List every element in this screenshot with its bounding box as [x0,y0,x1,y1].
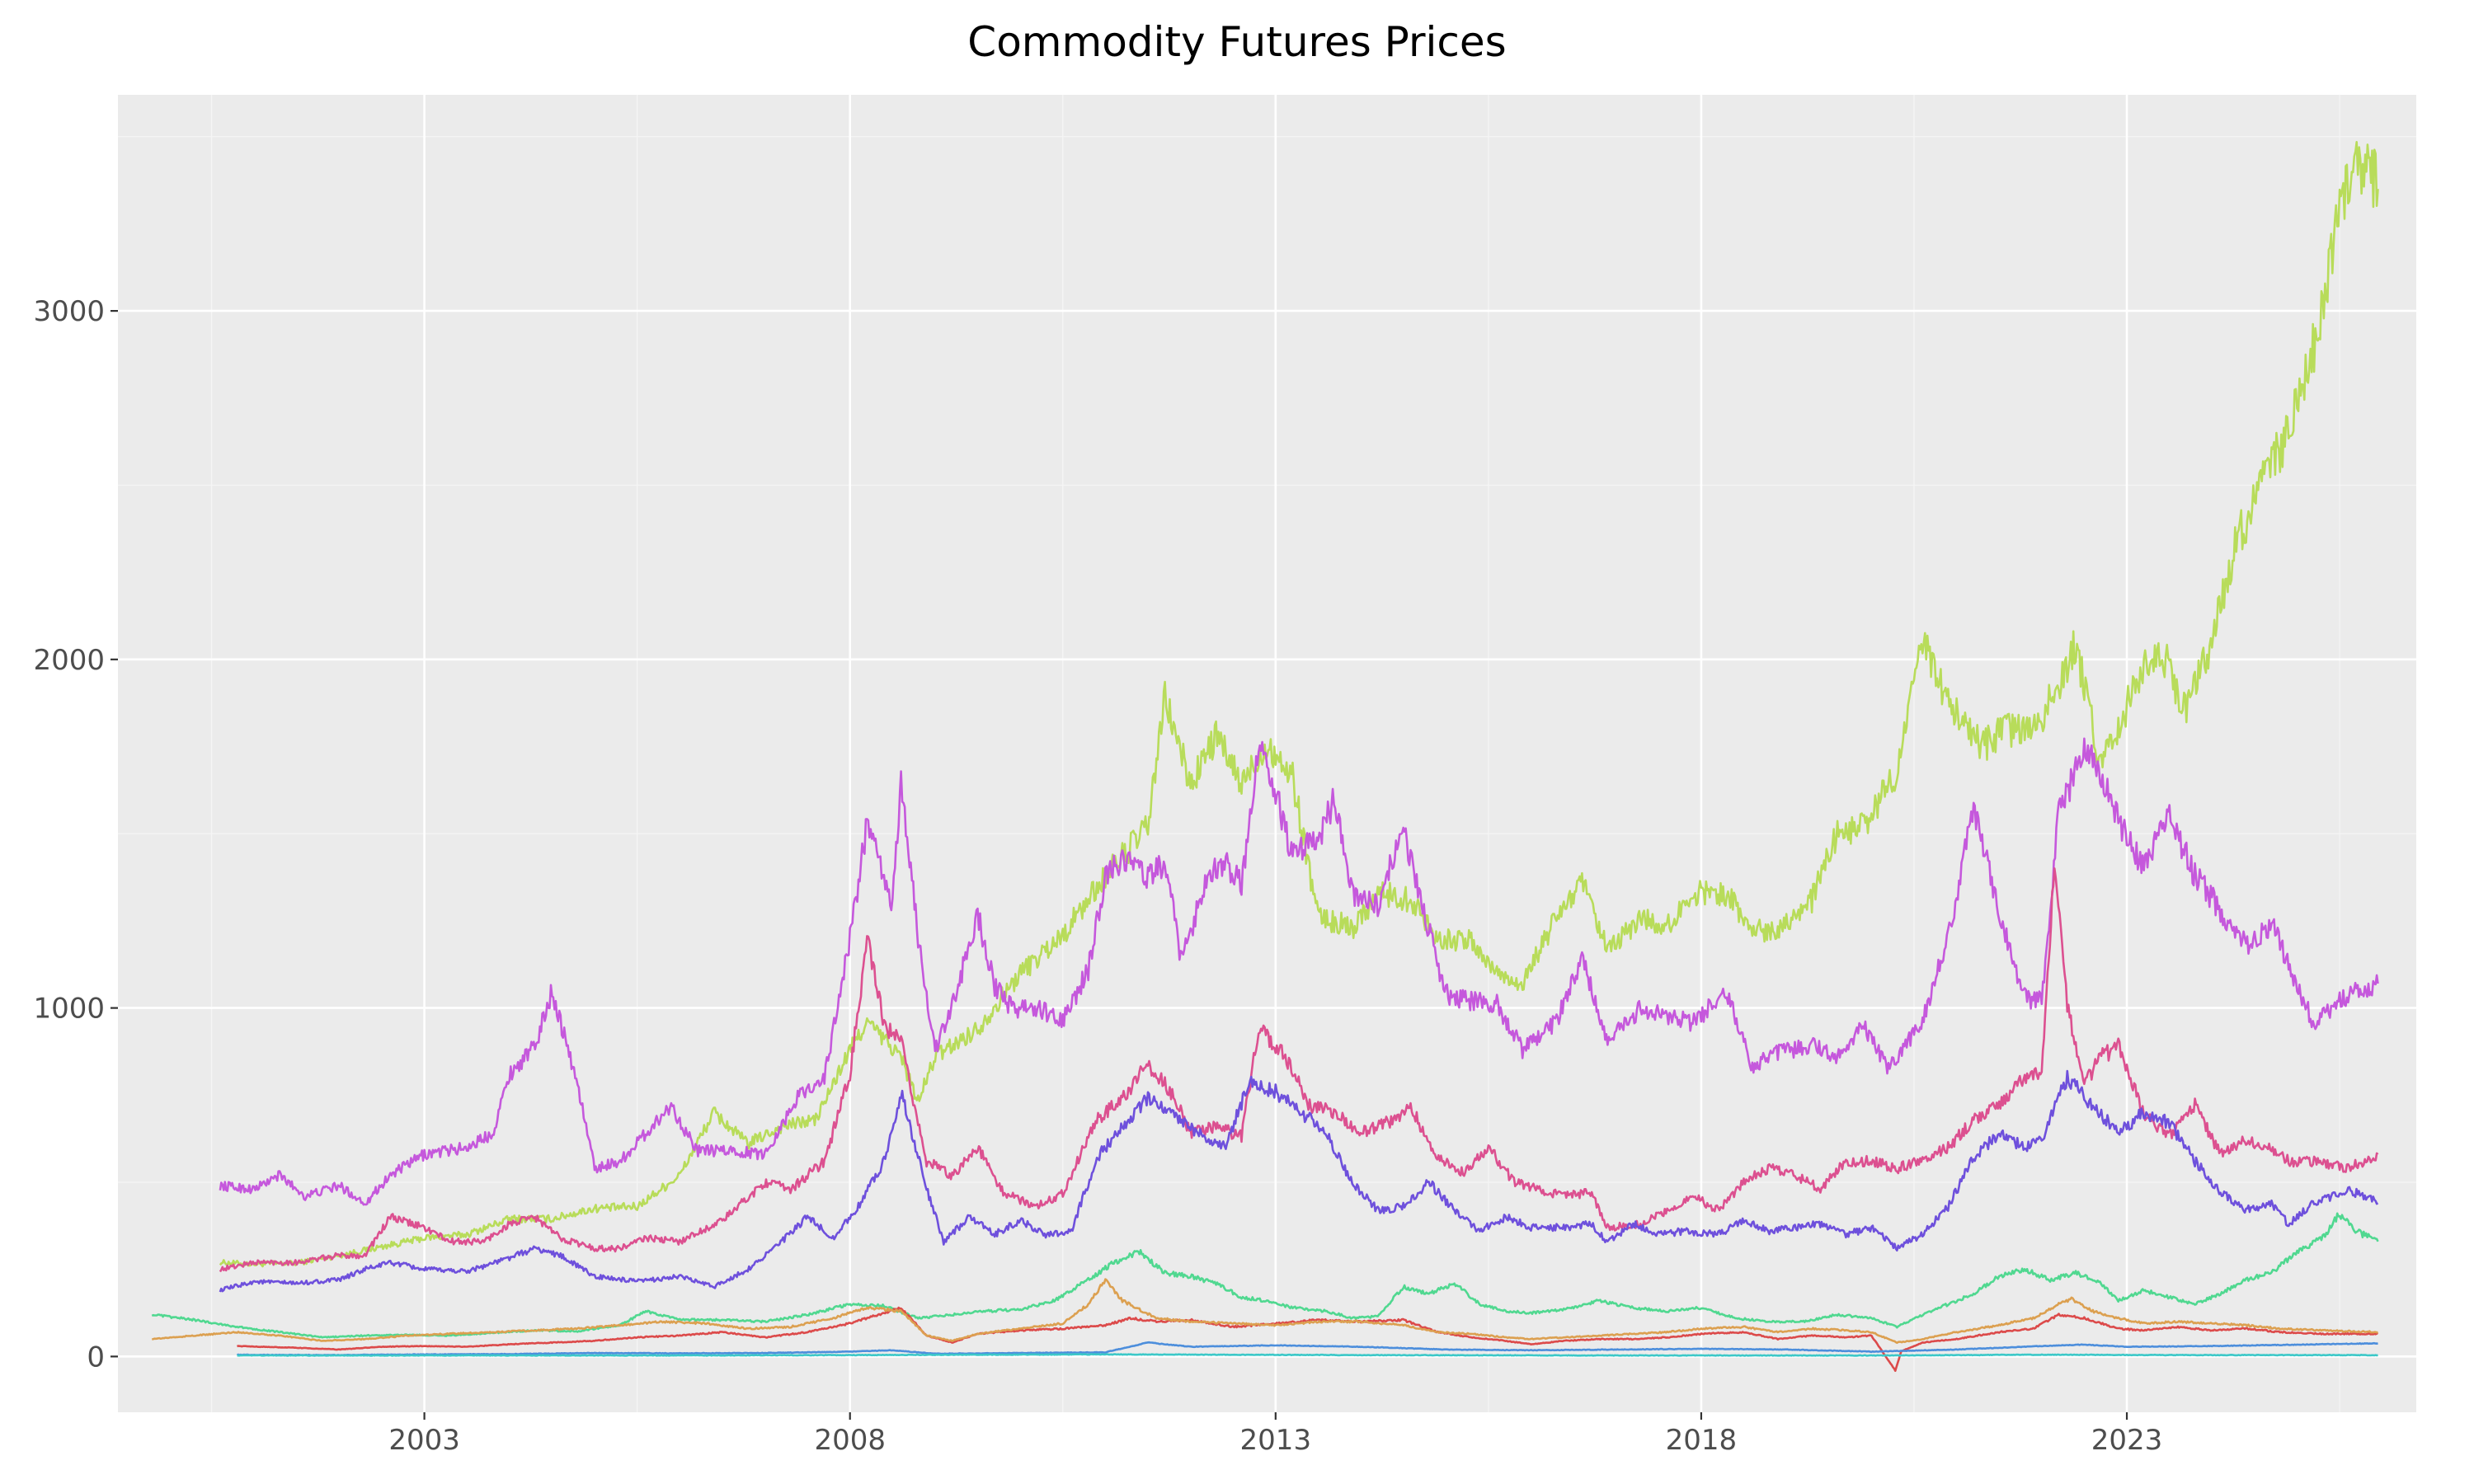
y-tick-label: 2000 [33,644,105,677]
y-axis: 0 1000 2000 3000 [33,295,118,1374]
series-line-copper [219,1069,2379,1293]
series-layer [151,141,2379,1372]
x-tick-label: 2013 [1240,1424,1312,1457]
major-grid [118,95,2416,1412]
x-tick-label: 2003 [388,1424,460,1457]
series-line-heating-oil [151,1278,2378,1345]
series-line-gold [219,141,2379,1268]
x-tick-label: 2018 [1666,1424,1738,1457]
y-tick-label: 1000 [33,993,105,1026]
x-tick-label: 2008 [814,1424,886,1457]
chart-title: Commodity Futures Prices [967,18,1506,66]
series-line-natural-gas [237,1341,2378,1357]
series-line-silver [151,1212,2379,1339]
x-axis: 2003 2008 2013 2018 2023 [388,1412,2162,1457]
y-tick-label: 0 [87,1341,105,1374]
series-line-palladium [219,867,2379,1273]
x-tick-label: 2023 [2091,1424,2163,1457]
y-tick-label: 3000 [33,295,105,328]
series-line-platinum [219,737,2379,1206]
series-line-cotton [237,1353,2378,1357]
minor-grid [118,95,2416,1412]
